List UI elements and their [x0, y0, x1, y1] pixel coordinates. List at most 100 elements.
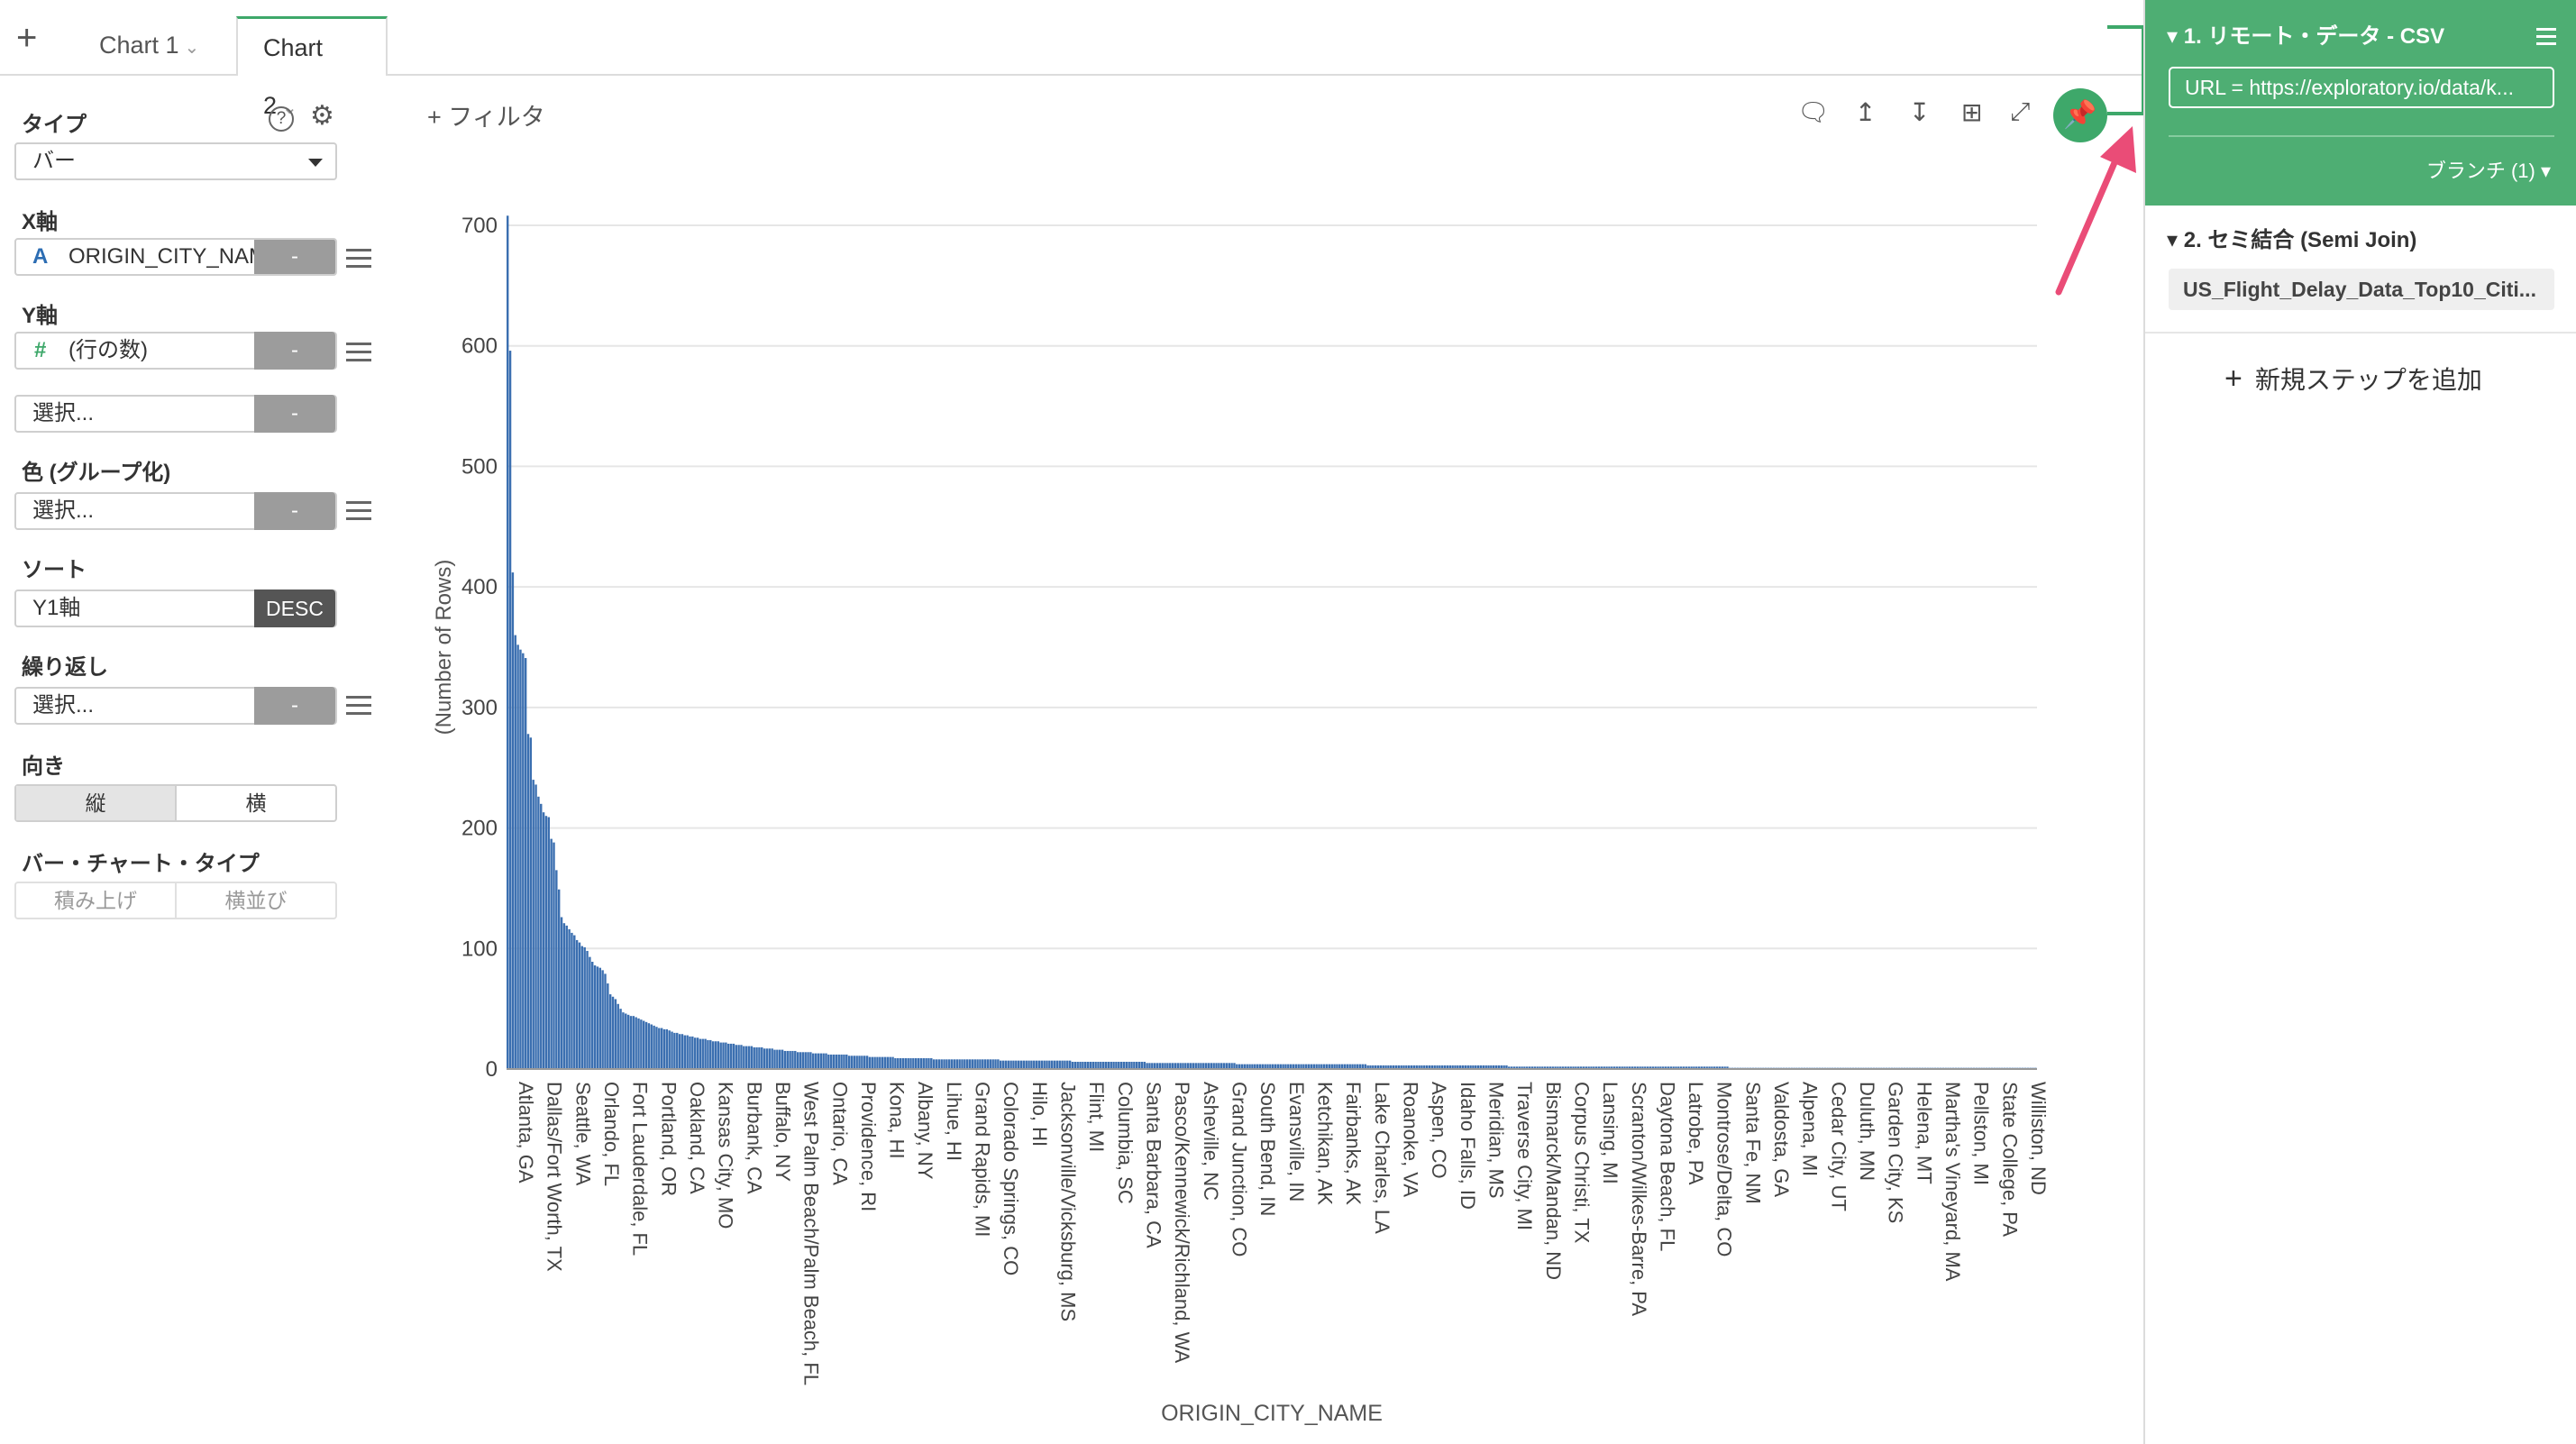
- bar[interactable]: [1158, 1063, 1162, 1069]
- bar[interactable]: [1279, 1064, 1282, 1069]
- bar[interactable]: [1476, 1065, 1480, 1069]
- bar[interactable]: [1264, 1064, 1266, 1069]
- bar[interactable]: [1567, 1066, 1570, 1069]
- repeat-remove-button[interactable]: -: [254, 687, 335, 725]
- step1-title[interactable]: ▾ 1. リモート・データ - CSV: [2167, 24, 2445, 49]
- bar[interactable]: [1600, 1066, 1603, 1069]
- bar[interactable]: [635, 1017, 637, 1069]
- chart-type-select[interactable]: バー: [14, 142, 337, 180]
- bar[interactable]: [1294, 1064, 1298, 1069]
- bar[interactable]: [1700, 1066, 1704, 1069]
- bar[interactable]: [598, 967, 601, 1069]
- bar[interactable]: [647, 1023, 651, 1069]
- bar[interactable]: [778, 1049, 781, 1069]
- bar[interactable]: [1503, 1065, 1505, 1069]
- bar[interactable]: [1202, 1063, 1205, 1069]
- bar[interactable]: [983, 1059, 987, 1069]
- bar[interactable]: [1687, 1066, 1690, 1069]
- bar[interactable]: [786, 1050, 789, 1069]
- bar[interactable]: [676, 1032, 679, 1069]
- bar[interactable]: [1705, 1066, 1708, 1069]
- bar[interactable]: [553, 842, 555, 1069]
- bar[interactable]: [1033, 1060, 1036, 1069]
- bar[interactable]: [1487, 1065, 1490, 1069]
- bar[interactable]: [1300, 1064, 1302, 1069]
- bar[interactable]: [1025, 1060, 1028, 1069]
- bar[interactable]: [799, 1052, 802, 1069]
- bar-type-toggle[interactable]: 積み上げ 横並び: [14, 882, 337, 919]
- bar[interactable]: [1338, 1064, 1341, 1069]
- bar[interactable]: [1695, 1066, 1698, 1069]
- bar[interactable]: [886, 1056, 890, 1069]
- bar[interactable]: [1559, 1066, 1562, 1069]
- bar[interactable]: [550, 838, 553, 1069]
- bar[interactable]: [979, 1059, 982, 1069]
- bar[interactable]: [1322, 1064, 1326, 1069]
- bar[interactable]: [1019, 1060, 1023, 1069]
- bar[interactable]: [845, 1054, 848, 1069]
- bar[interactable]: [822, 1053, 825, 1069]
- bar[interactable]: [507, 215, 509, 1069]
- bar[interactable]: [689, 1036, 691, 1069]
- bar[interactable]: [1061, 1060, 1064, 1069]
- bar[interactable]: [1220, 1063, 1223, 1069]
- sort-field[interactable]: Y1軸 DESC: [14, 589, 337, 627]
- bar[interactable]: [899, 1057, 902, 1069]
- bar[interactable]: [1649, 1066, 1652, 1069]
- bar[interactable]: [1594, 1066, 1598, 1069]
- bar[interactable]: [632, 1016, 635, 1069]
- bar[interactable]: [1528, 1066, 1531, 1069]
- bar[interactable]: [1629, 1066, 1631, 1069]
- comment-icon[interactable]: 🗨: [1797, 98, 1830, 126]
- bar[interactable]: [907, 1057, 909, 1069]
- bar[interactable]: [1593, 1066, 1595, 1069]
- bar[interactable]: [1035, 1060, 1038, 1069]
- bar[interactable]: [1639, 1066, 1641, 1069]
- bar[interactable]: [1636, 1066, 1639, 1069]
- bar[interactable]: [1318, 1064, 1320, 1069]
- bar[interactable]: [1646, 1066, 1649, 1069]
- bar[interactable]: [1274, 1064, 1277, 1069]
- bar[interactable]: [1461, 1065, 1465, 1069]
- bar[interactable]: [1348, 1064, 1351, 1069]
- bar[interactable]: [891, 1056, 894, 1069]
- bar[interactable]: [1690, 1066, 1693, 1069]
- bar[interactable]: [1233, 1063, 1236, 1069]
- bar[interactable]: [755, 1046, 758, 1069]
- bar[interactable]: [1446, 1065, 1449, 1069]
- bar[interactable]: [1664, 1066, 1667, 1069]
- bar[interactable]: [1515, 1066, 1519, 1069]
- bar[interactable]: [511, 572, 515, 1069]
- bar[interactable]: [1510, 1066, 1513, 1069]
- bar[interactable]: [557, 889, 561, 1069]
- bar[interactable]: [1543, 1066, 1547, 1069]
- bar[interactable]: [1402, 1065, 1405, 1069]
- bar[interactable]: [1392, 1065, 1395, 1069]
- bar[interactable]: [1289, 1064, 1293, 1069]
- bar[interactable]: [881, 1056, 884, 1069]
- bar[interactable]: [1644, 1066, 1647, 1069]
- bar[interactable]: [1364, 1064, 1366, 1069]
- bar[interactable]: [725, 1042, 727, 1069]
- bar[interactable]: [1228, 1063, 1230, 1069]
- bar[interactable]: [1092, 1061, 1094, 1069]
- bar[interactable]: [693, 1037, 697, 1069]
- bar[interactable]: [1415, 1065, 1418, 1069]
- bar[interactable]: [917, 1057, 920, 1069]
- bar[interactable]: [1575, 1066, 1577, 1069]
- bar[interactable]: [814, 1053, 818, 1069]
- bar[interactable]: [1551, 1066, 1554, 1069]
- bar[interactable]: [1469, 1065, 1472, 1069]
- bar[interactable]: [1340, 1064, 1344, 1069]
- bar[interactable]: [1240, 1064, 1244, 1069]
- bar[interactable]: [763, 1048, 766, 1069]
- bar[interactable]: [940, 1059, 943, 1069]
- bar[interactable]: [1713, 1066, 1716, 1069]
- bar[interactable]: [691, 1036, 694, 1069]
- bar[interactable]: [1230, 1063, 1233, 1069]
- bar[interactable]: [578, 942, 581, 1069]
- bar[interactable]: [524, 658, 527, 1069]
- bar[interactable]: [1315, 1064, 1318, 1069]
- bar[interactable]: [719, 1042, 722, 1069]
- bar[interactable]: [607, 983, 609, 1069]
